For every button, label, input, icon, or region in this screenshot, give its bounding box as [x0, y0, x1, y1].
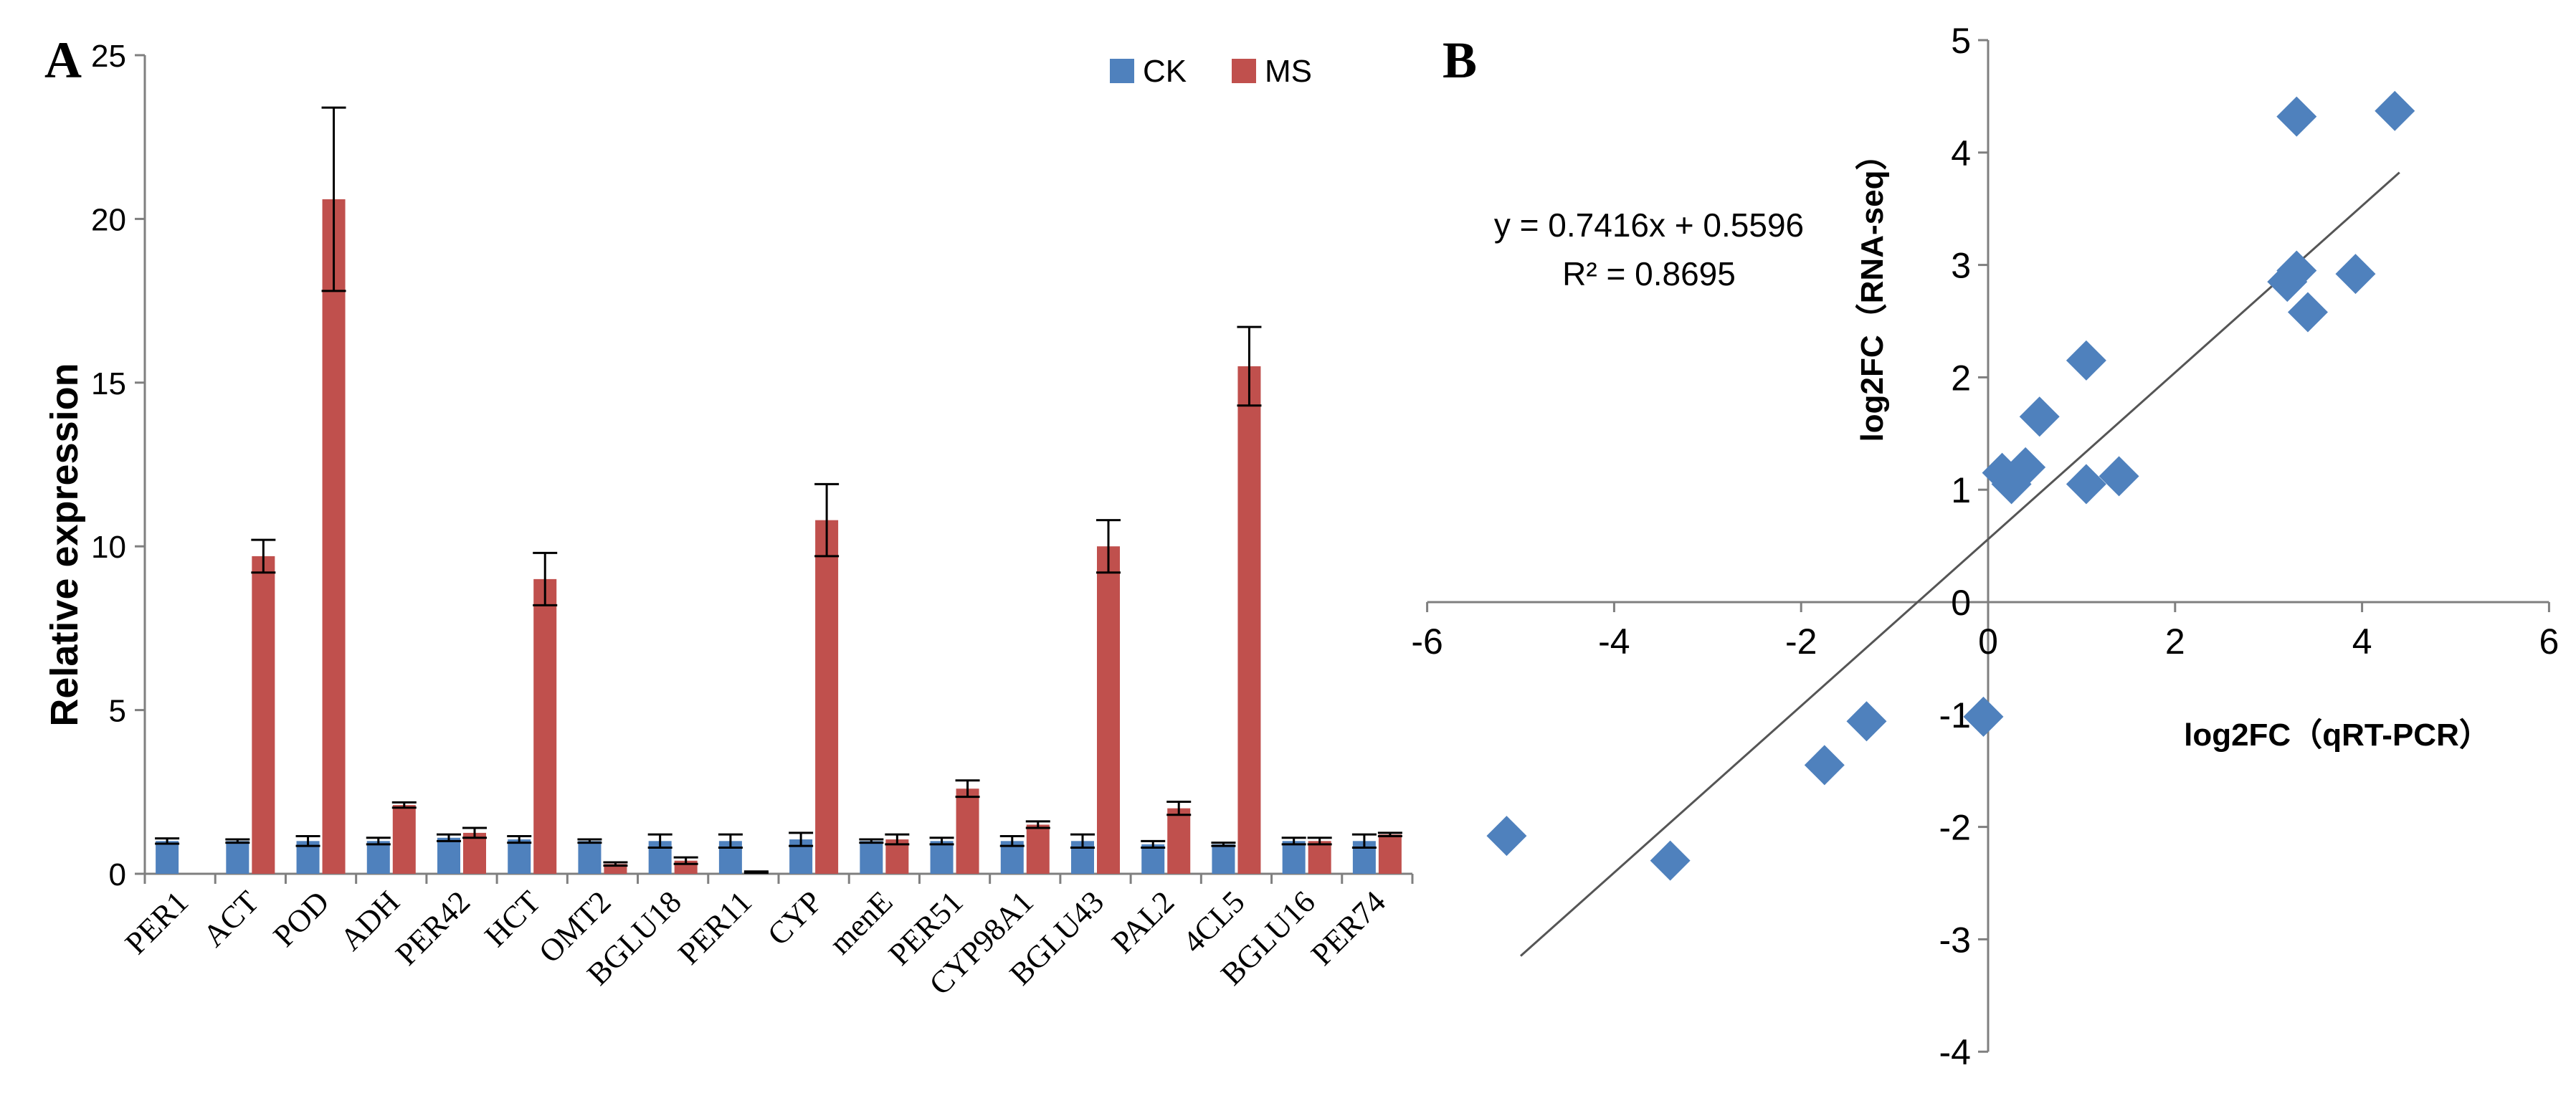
panel-b-y-tick-label: 3	[1951, 246, 1971, 286]
panel-a-y-axis-label: Relative expression	[43, 363, 86, 726]
panel-a-y-tick-label: 0	[109, 857, 126, 892]
bar-ms-bglu43	[1097, 546, 1120, 874]
category-label-cyp: CYP	[761, 884, 829, 952]
trendline-equation: y = 0.7416x + 0.5596	[1494, 206, 1804, 244]
category-label-per42: PER42	[389, 884, 477, 972]
panel-b-points	[1486, 90, 2415, 881]
panel-b-x-axis-label: log2FC（qRT-PCR）	[2184, 718, 2491, 753]
panel-b-y-tick-label: 1	[1951, 470, 1971, 510]
panel-a-legend: CK MS	[1110, 54, 1312, 89]
panel-b-y-tick-label: -3	[1939, 920, 1971, 960]
panel-a-axes	[135, 54, 1414, 884]
r-squared: R² = 0.8695	[1562, 255, 1736, 292]
panel-a-y-tick-label: 15	[91, 366, 126, 401]
bar-ms-cyp	[815, 520, 839, 874]
scatter-point	[2276, 250, 2317, 291]
panel-a-error-bars	[155, 106, 1402, 875]
bar-ck-pal2	[1141, 844, 1165, 874]
bar-ck-mene	[860, 841, 883, 874]
scatter-point	[2276, 96, 2317, 137]
panel-b-x-tick-label: 4	[2352, 621, 2372, 662]
bar-ms-hct	[533, 578, 557, 874]
bar-ms-bglu16	[1308, 841, 1331, 874]
scatter-point	[2099, 456, 2139, 497]
panel-a-y-tick-label: 5	[109, 694, 126, 729]
scatter-point	[1650, 840, 1691, 881]
scatter-point	[2005, 447, 2046, 487]
panel-a-y-tick-label: 10	[91, 530, 126, 565]
panel-b-y-tick-label: -2	[1939, 808, 1971, 848]
bar-ck-4cl5	[1212, 844, 1235, 874]
panel-a-label: A	[44, 32, 82, 89]
bar-ck-per42	[437, 837, 460, 874]
category-label-per74: PER74	[1304, 884, 1392, 972]
panel-b-y-tick-label: -4	[1939, 1032, 1971, 1072]
bar-ms-cyp98a1	[1026, 824, 1050, 874]
panel-b-axes	[1426, 39, 2550, 1053]
panel-a-bars	[156, 199, 1402, 875]
bar-ms-per42	[463, 832, 486, 874]
scatter-point	[1804, 745, 1845, 786]
bar-ms-4cl5	[1237, 366, 1261, 875]
panel-b-x-tick-label: -6	[1411, 621, 1443, 662]
scatter-point	[2019, 396, 2060, 437]
bar-ck-adh	[366, 841, 390, 874]
scatter-point	[1846, 701, 1887, 742]
panel-b-label: B	[1443, 32, 1477, 89]
panel-b-x-tick-label: -2	[1785, 621, 1817, 662]
bar-ck-per1	[156, 841, 179, 874]
panel-b-trendline	[1520, 171, 2400, 957]
scatter-point	[2335, 254, 2376, 295]
panel-b-x-tick-label: 0	[1978, 621, 1998, 662]
panel-a-y-tick-label: 20	[91, 202, 126, 237]
category-label-pod: POD	[267, 884, 336, 953]
panel-b-x-tick-label: -4	[1598, 621, 1630, 662]
scatter-point	[1963, 696, 2004, 737]
bar-ck-bglu16	[1282, 841, 1306, 874]
legend-label-ms: MS	[1265, 54, 1312, 89]
legend-label-ck: CK	[1143, 54, 1187, 89]
panel-b-y-axis-label: log2FC（RNA-seq）	[1855, 139, 1890, 442]
panel-b-y-tick-label: -1	[1939, 695, 1971, 735]
panel-a-y-tick-label: 25	[91, 39, 126, 74]
bar-ms-adh	[392, 805, 416, 874]
panel-b-y-tick-label: 5	[1951, 21, 1971, 61]
legend-swatch-ms	[1232, 59, 1256, 83]
category-label-act: ACT	[196, 884, 266, 953]
category-label-per1: PER1	[118, 884, 195, 961]
bar-ms-act	[252, 556, 275, 874]
bar-ck-hct	[508, 839, 531, 874]
bar-ms-per51	[956, 788, 979, 874]
scatter-point	[2287, 292, 2328, 333]
panel-b-y-tick-label: 0	[1951, 583, 1971, 623]
bar-ck-per51	[930, 841, 954, 874]
bar-ms-pal2	[1167, 808, 1191, 874]
bar-ck-omt2	[578, 841, 602, 874]
scatter-point	[2066, 464, 2106, 505]
scatter-point	[2066, 340, 2106, 381]
trendline	[1520, 171, 2400, 957]
bar-ms-pod	[322, 199, 346, 874]
scatter-point	[2375, 90, 2415, 131]
bar-ck-act	[226, 841, 249, 874]
panel-b-x-tick-label: 6	[2539, 621, 2559, 662]
category-label-pal2: PAL2	[1105, 884, 1181, 960]
panel-b-y-tick-label: 4	[1951, 133, 1971, 173]
bar-ms-per74	[1378, 834, 1402, 874]
scatter-point	[1486, 816, 1527, 857]
category-label-per11: PER11	[671, 884, 759, 971]
panel-b-y-tick-label: 2	[1951, 358, 1971, 398]
legend-swatch-ck	[1110, 59, 1134, 83]
panel-b-x-tick-label: 2	[2165, 621, 2185, 662]
